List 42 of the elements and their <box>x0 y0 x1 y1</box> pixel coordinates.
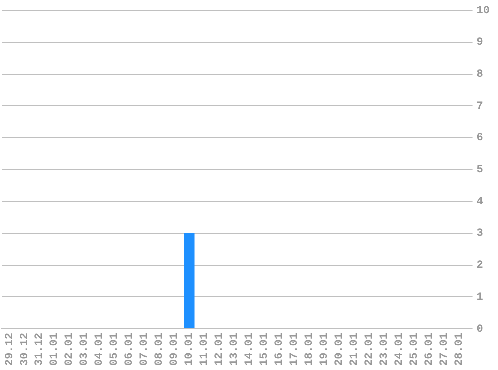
y-tick-label: 9 <box>476 37 484 50</box>
x-tick-label: 26.01 <box>424 332 436 366</box>
x-tick-label: 04.01 <box>94 332 106 366</box>
x-tick-label: 15.01 <box>259 332 272 366</box>
x-tick-label: 23.01 <box>379 332 392 366</box>
x-tick-label: 06.01 <box>124 332 136 366</box>
x-tick-label: 28.01 <box>454 332 466 366</box>
y-tick-label: 7 <box>476 100 484 113</box>
y-tick-label: 4 <box>476 196 484 208</box>
y-tick-label: 8 <box>476 69 484 82</box>
y-tick-label: 10 <box>476 5 490 18</box>
x-tick-label: 21.01 <box>349 332 362 366</box>
x-tick-label: 30.12 <box>19 332 32 366</box>
x-tick-label: 20.01 <box>334 332 346 366</box>
x-tick-label: 07.01 <box>139 332 152 366</box>
x-tick-label: 10.01 <box>184 332 196 366</box>
x-tick-label: 09.01 <box>169 332 182 366</box>
x-tick-label: 02.01 <box>64 332 76 366</box>
x-tick-label: 01.01 <box>49 332 62 366</box>
y-tick-label: 2 <box>476 260 484 272</box>
x-tick-label: 05.01 <box>109 332 122 366</box>
y-tick-label: 3 <box>476 228 484 240</box>
x-tick-label: 29.12 <box>4 332 16 366</box>
x-tick-label: 11.01 <box>199 332 212 366</box>
x-tick-label: 12.01 <box>214 332 226 366</box>
y-tick-label: 1 <box>476 292 484 304</box>
x-tick-label: 27.01 <box>439 332 452 366</box>
x-tick-label: 17.01 <box>289 332 302 366</box>
x-tick-label: 16.01 <box>274 332 286 366</box>
x-tick-label: 19.01 <box>319 332 332 366</box>
x-tick-label: 25.01 <box>409 332 422 366</box>
y-tick-label: 5 <box>476 164 484 177</box>
x-tick-label: 03.01 <box>79 332 92 366</box>
y-tick-label: 0 <box>476 324 484 336</box>
x-tick-label: 18.01 <box>304 332 316 366</box>
x-tick-label: 14.01 <box>244 332 256 366</box>
x-tick-label: 24.01 <box>394 332 406 366</box>
x-tick-label: 13.01 <box>229 332 242 366</box>
x-tick-label: 08.01 <box>154 332 166 366</box>
x-tick-label: 22.01 <box>364 332 376 366</box>
x-tick-label: 31.12 <box>34 332 46 366</box>
y-tick-label: 6 <box>476 132 484 145</box>
